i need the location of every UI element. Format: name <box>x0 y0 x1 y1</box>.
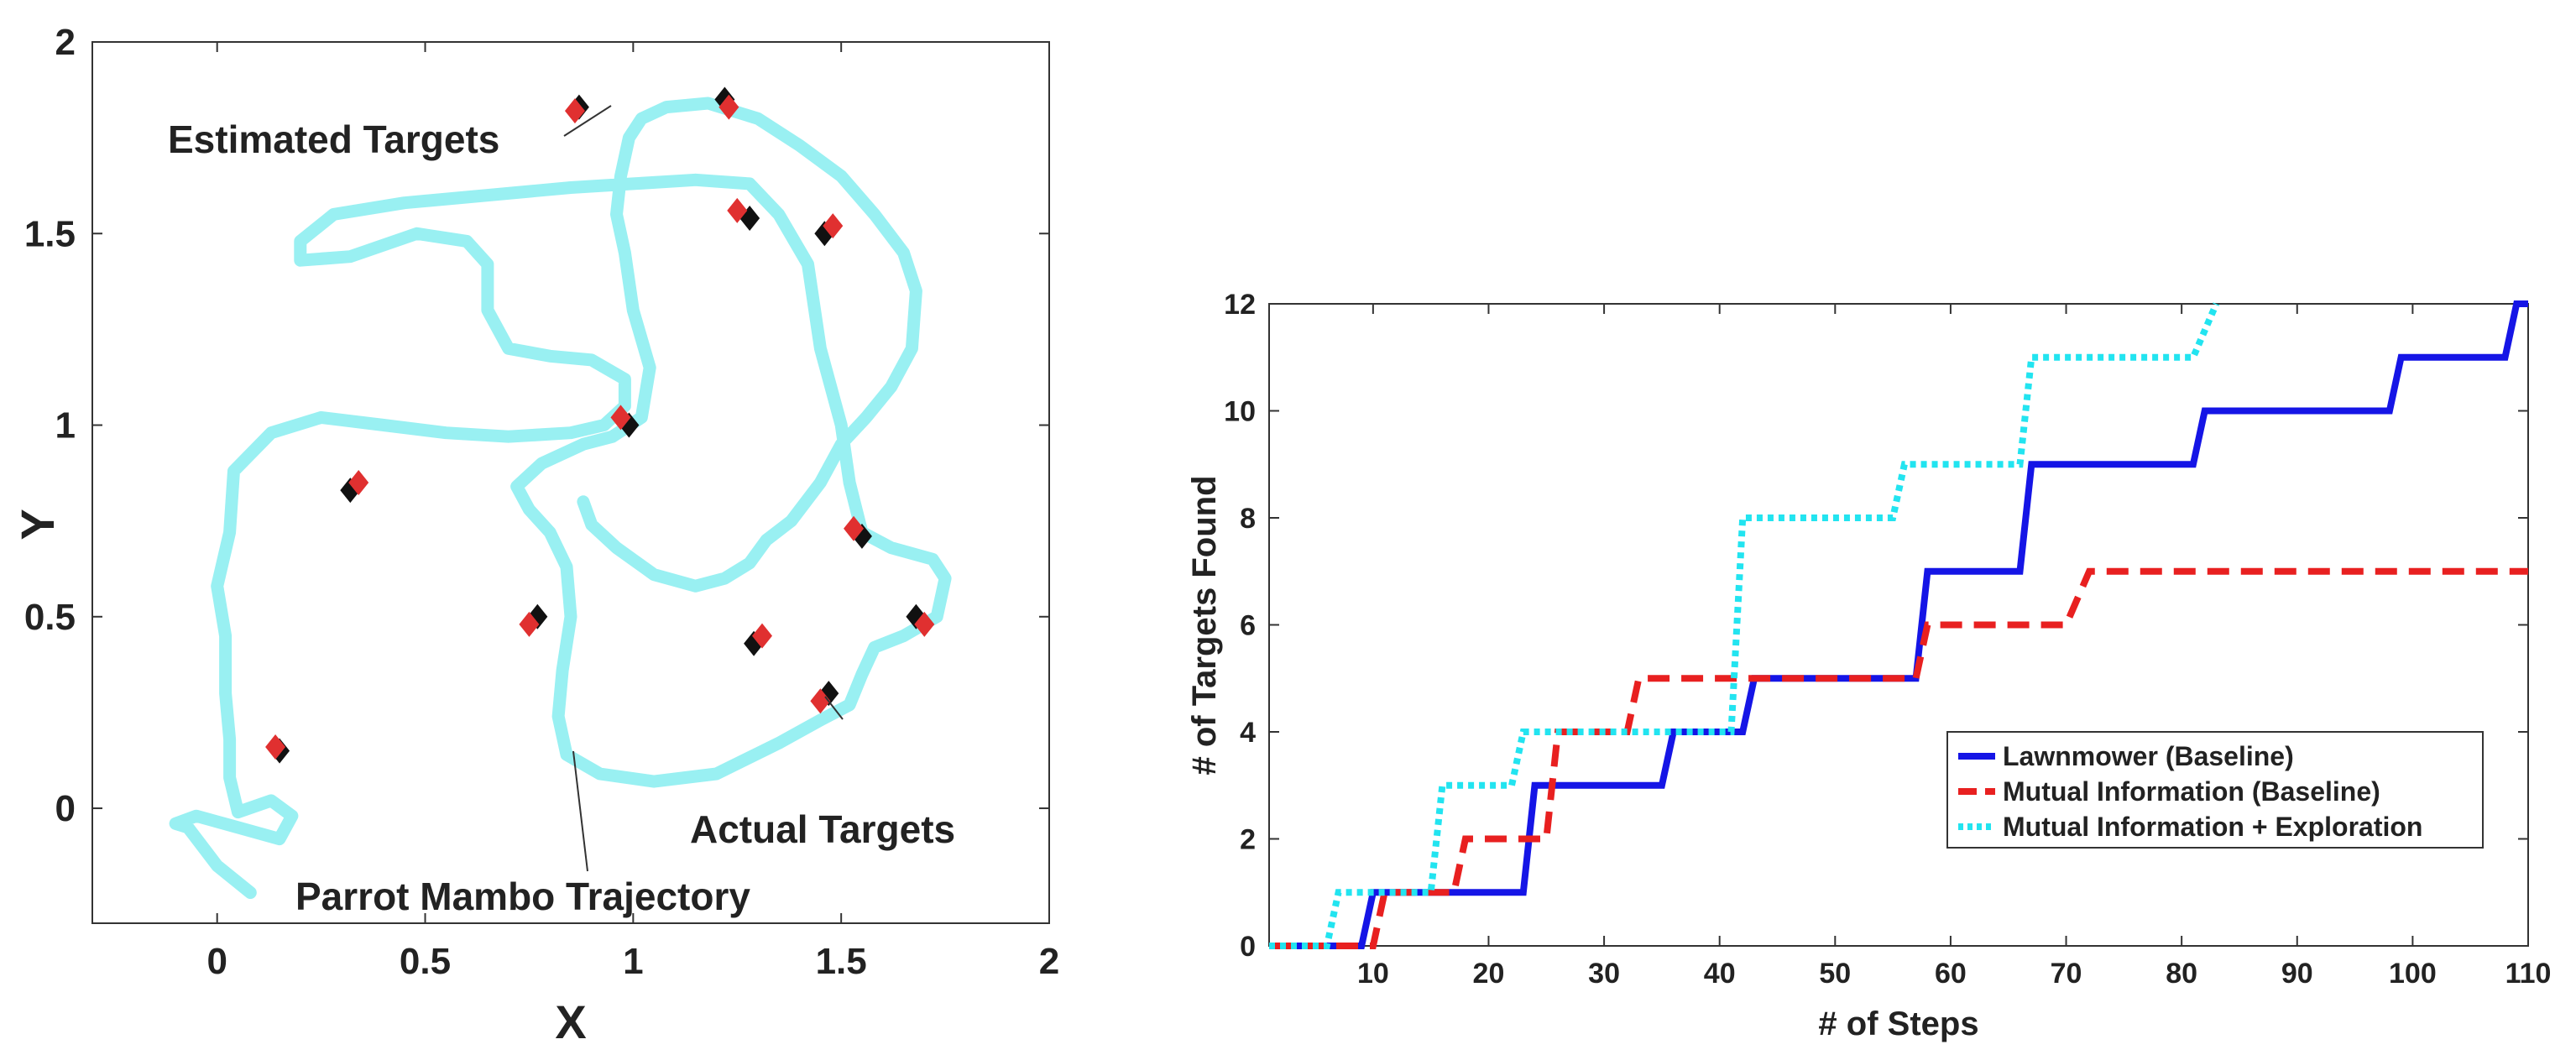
steps-panel: 10 20 30 40 50 60 70 80 90 100 110 0 2 4 6 8 10 12 # of S… <box>1186 289 2551 1042</box>
estimated-targets-label: Estimated Targets <box>168 118 499 161</box>
actual-targets-leader <box>824 696 844 720</box>
estimated-target-marker <box>718 94 739 120</box>
map-y-tick-label: 2 <box>55 22 76 63</box>
steps-x-tick-label: 40 <box>1704 958 1736 990</box>
estimated-target-marker <box>914 611 935 637</box>
steps-series <box>1269 300 2528 949</box>
map-y-tick-label: 1 <box>55 405 76 447</box>
map-plot-frame <box>91 41 1050 924</box>
estimated-targets-leader <box>563 105 612 137</box>
steps-x-tick-label: 10 <box>1357 958 1389 990</box>
map-y-tick-label: 0 <box>55 788 76 829</box>
estimated-target-marker <box>564 98 585 124</box>
steps-x-tick-label: 70 <box>2051 958 2082 990</box>
map-y-label: Y <box>11 509 64 540</box>
map-ticks: 0 0.5 1 1.5 2 0 0.5 1 1.5 2 <box>24 22 1059 982</box>
estimated-target-marker <box>727 197 748 223</box>
estimated-target-marker <box>265 734 286 760</box>
steps-y-tick-label: 2 <box>1240 824 1256 856</box>
estimated-target-marker <box>844 515 865 541</box>
steps-y-tick-label: 4 <box>1240 717 1256 749</box>
estimated-target-marker <box>348 470 369 495</box>
legend-label-lawnmower: Lawnmower (Baseline) <box>2003 741 2294 771</box>
trajectory-leader <box>572 750 588 872</box>
legend-label-mutual-information: Mutual Information (Baseline) <box>2003 776 2380 807</box>
map-y-tick-label: 0.5 <box>24 597 76 638</box>
map-x-tick-label: 1.5 <box>816 941 867 982</box>
series-lawnmower <box>1269 300 2528 949</box>
steps-y-tick-label: 10 <box>1224 396 1256 428</box>
legend-label-mi-exploration: Mutual Information + Exploration <box>2003 812 2422 842</box>
actual-targets-label: Actual Targets <box>690 807 955 851</box>
steps-x-label: # of Steps <box>1818 1005 1978 1042</box>
map-y-tick-label: 1.5 <box>24 213 76 254</box>
legend-box <box>1946 731 2484 849</box>
steps-x-tick-label: 20 <box>1473 958 1505 990</box>
map-targets <box>265 86 935 764</box>
map-x-label: X <box>555 995 586 1048</box>
estimated-target-marker <box>752 623 772 649</box>
steps-x-tick-label: 80 <box>2166 958 2197 990</box>
series-mi-exploration <box>1269 302 2220 949</box>
steps-y-label: # of Targets Found <box>1186 475 1223 775</box>
estimated-target-marker <box>810 688 831 714</box>
steps-legend: Lawnmower (Baseline) Mutual Information … <box>1946 731 2484 849</box>
estimated-target-marker <box>610 405 631 431</box>
steps-x-tick-label: 100 <box>2389 958 2437 990</box>
steps-x-tick-label: 30 <box>1588 958 1620 990</box>
steps-x-tick-label: 50 <box>1819 958 1851 990</box>
steps-y-tick-label: 12 <box>1224 289 1256 321</box>
estimated-target-marker <box>823 213 844 239</box>
steps-x-tick-label: 90 <box>2281 958 2313 990</box>
estimated-target-marker <box>519 611 540 637</box>
steps-y-tick-label: 6 <box>1240 610 1256 642</box>
map-x-tick-label: 1 <box>623 941 643 982</box>
map-x-tick-label: 0.5 <box>400 941 451 982</box>
map-x-tick-label: 0 <box>206 941 227 982</box>
map-panel: 0 0.5 1 1.5 2 0 0.5 1 1.5 2 X Y Estimated Targets… <box>11 22 1059 1048</box>
steps-ticks: 10 20 30 40 50 60 70 80 90 100 110 0 2 4 6 8 10 12 <box>1224 289 2551 990</box>
steps-y-tick-label: 8 <box>1240 503 1256 535</box>
map-x-tick-label: 2 <box>1039 941 1059 982</box>
steps-x-tick-label: 110 <box>2505 958 2552 990</box>
trajectory-line <box>169 97 952 899</box>
steps-y-tick-label: 0 <box>1240 931 1256 963</box>
steps-x-tick-label: 60 <box>1935 958 1967 990</box>
trajectory-label: Parrot Mambo Trajectory <box>295 875 750 918</box>
